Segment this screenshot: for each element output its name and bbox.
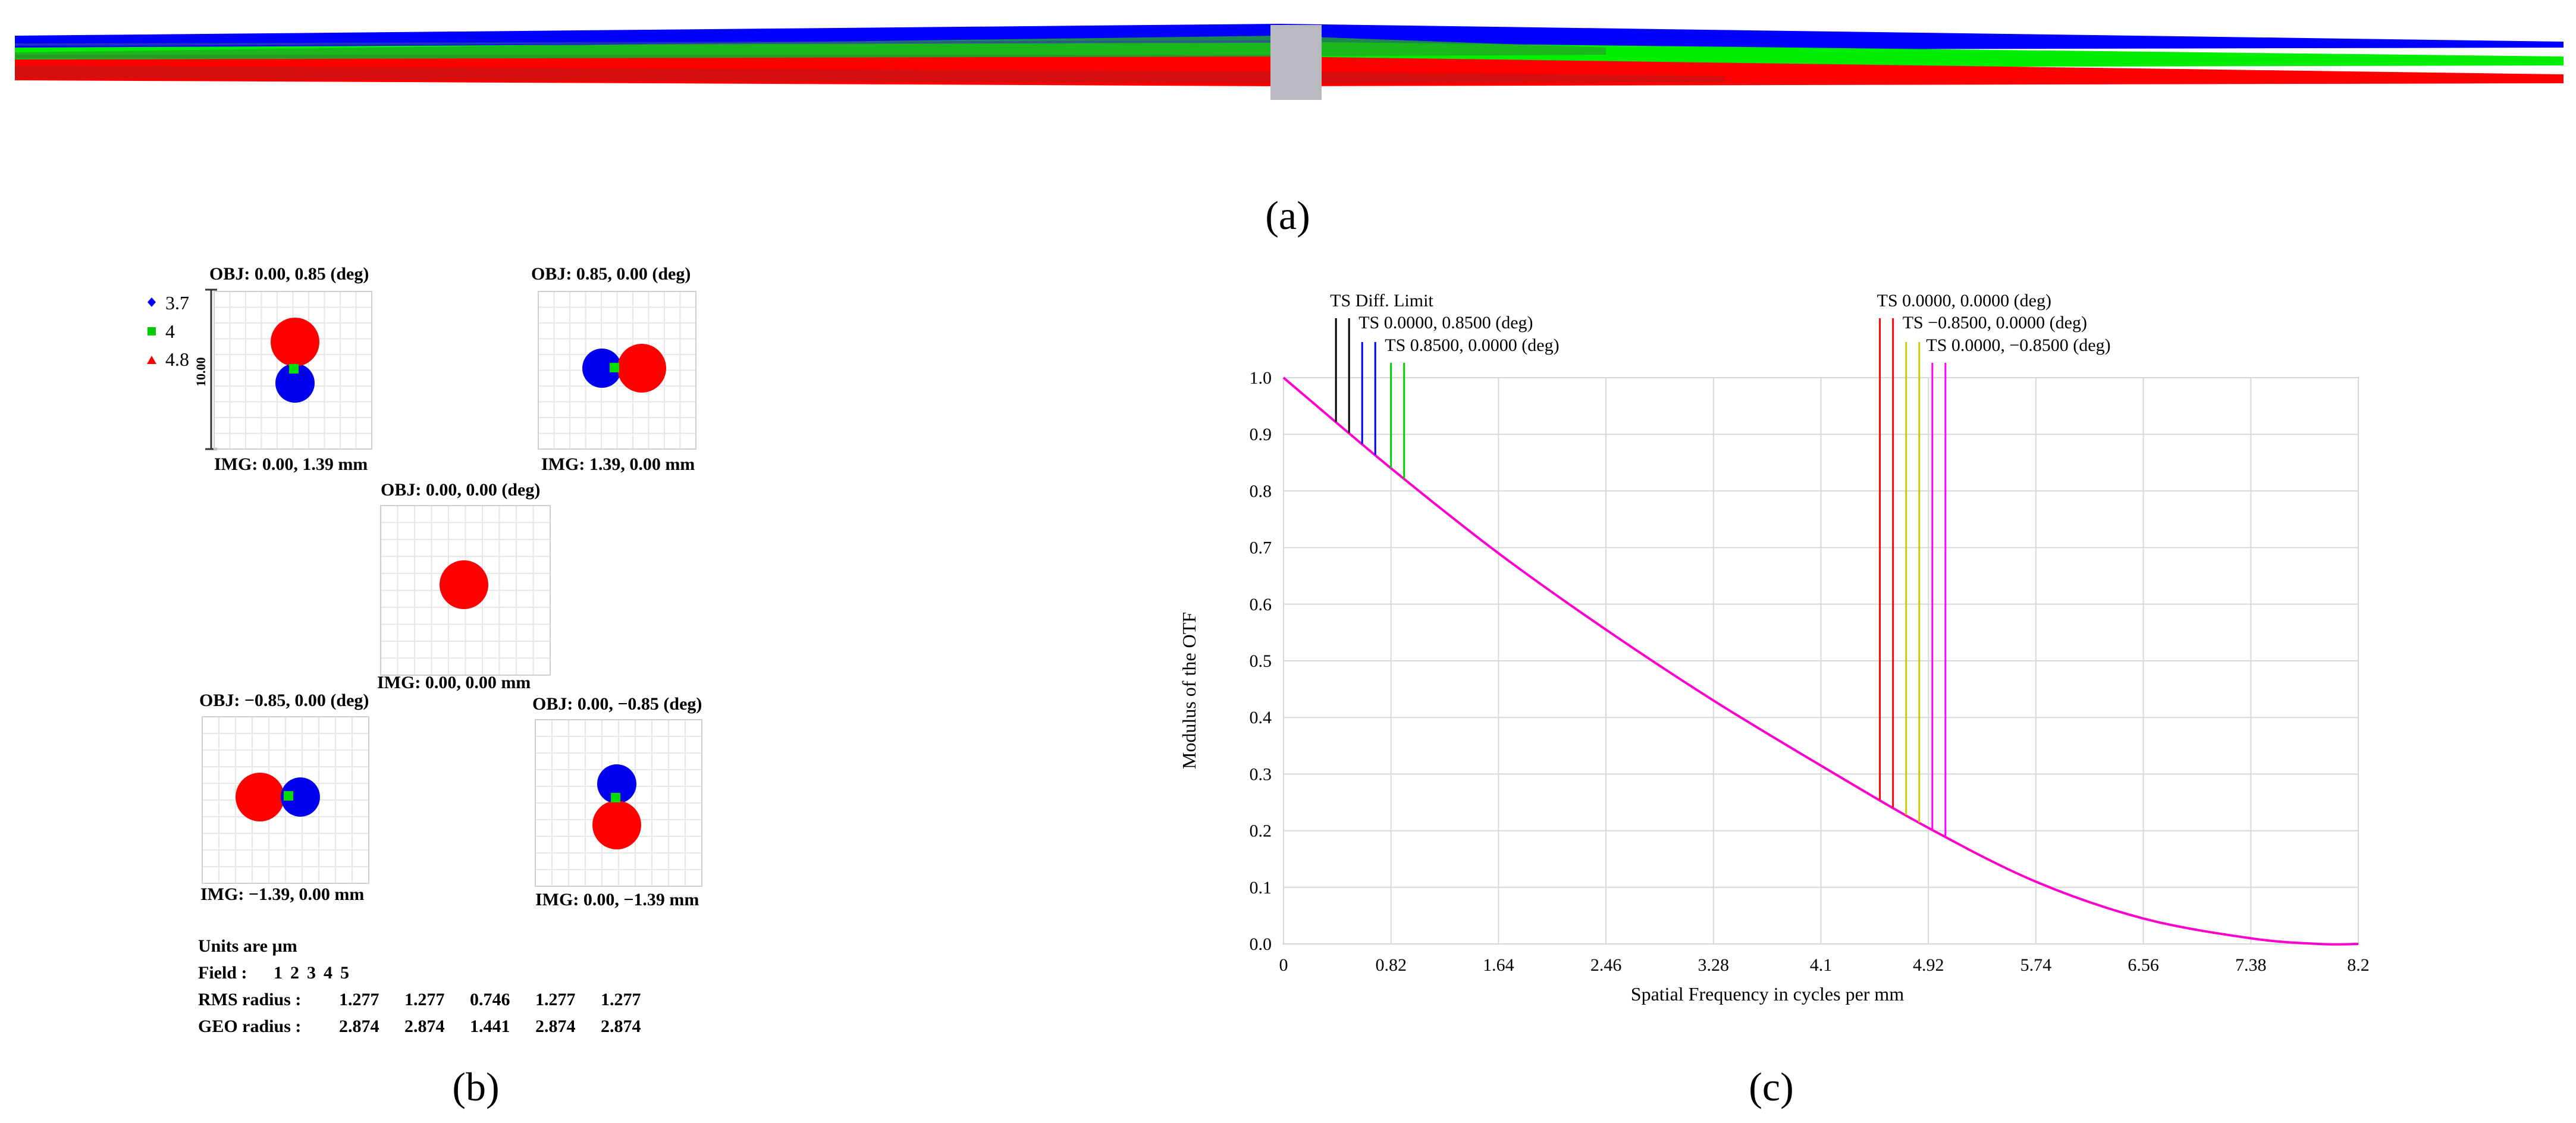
y-tick-label: 0.6 bbox=[1250, 595, 1272, 614]
spot-red bbox=[236, 773, 284, 821]
legend-entry: TS 0.0000, −0.8500 (deg) bbox=[1926, 335, 2110, 355]
geo-value: 2.874 bbox=[339, 1017, 379, 1036]
y-tick-label: 0.5 bbox=[1250, 651, 1272, 671]
spot-field-5: OBJ: 0.00, −0.85 (deg) IMG: 0.00, −1.39 … bbox=[532, 694, 702, 909]
grid-lines bbox=[1283, 377, 2359, 945]
legend-leaders-right bbox=[1879, 318, 1947, 837]
x-tick-label: 4.1 bbox=[1810, 955, 1833, 975]
field-value: 2 bbox=[290, 963, 299, 983]
units-label: Units are µm bbox=[198, 936, 297, 956]
y-tick-label: 0.2 bbox=[1250, 821, 1272, 841]
spot-green bbox=[289, 364, 299, 374]
rms-value: 1.277 bbox=[339, 990, 379, 1009]
field-value: 1 bbox=[274, 963, 283, 983]
spot-blue bbox=[281, 777, 320, 817]
panel-a-ray-diagram: (a) bbox=[14, 24, 2564, 238]
lens-element bbox=[1270, 25, 1322, 100]
field-row-label: Field : bbox=[198, 963, 247, 983]
spot-obj-label: OBJ: 0.00, 0.85 (deg) bbox=[209, 264, 369, 284]
geo-value: 2.874 bbox=[404, 1017, 445, 1036]
spot-green bbox=[610, 363, 619, 372]
legend-label: 4.8 bbox=[165, 349, 189, 370]
rms-value: 1.277 bbox=[601, 990, 641, 1009]
spot-img-label: IMG: 0.00, −1.39 mm bbox=[535, 890, 699, 909]
geo-row-label: GEO radius : bbox=[198, 1017, 301, 1036]
spot-blue bbox=[597, 764, 636, 804]
spot-img-label: IMG: 0.00, 0.00 mm bbox=[377, 673, 531, 692]
field-value: 3 bbox=[307, 963, 316, 983]
spot-statistics: Units are µm Field : 1 2 3 4 5 RMS radiu… bbox=[198, 936, 641, 1036]
y-tick-label: 0.3 bbox=[1250, 764, 1272, 784]
scale-label: 10.00 bbox=[193, 357, 208, 387]
y-tick-label: 0.0 bbox=[1250, 934, 1272, 954]
spot-img-label: IMG: 0.00, 1.39 mm bbox=[214, 454, 368, 474]
y-tick-label: 0.8 bbox=[1250, 481, 1272, 501]
spot-blue bbox=[582, 349, 622, 388]
spot-field-1: OBJ: 0.00, 0.85 (deg) IMG: 0.00, 1.39 mm bbox=[209, 264, 372, 474]
spot-obj-label: OBJ: 0.85, 0.00 (deg) bbox=[531, 264, 691, 284]
y-tick-label: 0.9 bbox=[1250, 425, 1272, 444]
spot-green bbox=[611, 793, 620, 802]
panel-b-caption: (b) bbox=[452, 1064, 499, 1109]
spot-grid bbox=[214, 291, 372, 450]
legend-marker-diamond-icon bbox=[148, 297, 156, 307]
rms-value: 1.277 bbox=[404, 990, 445, 1009]
legend-leaders-left bbox=[1335, 318, 1405, 479]
x-tick-label: 0 bbox=[1279, 955, 1288, 975]
x-tick-label: 1.64 bbox=[1483, 955, 1514, 975]
panel-a-caption: (a) bbox=[1265, 193, 1310, 238]
spot-red bbox=[271, 318, 319, 366]
rms-value: 1.277 bbox=[535, 990, 576, 1009]
legend-marker-triangle-icon bbox=[147, 356, 156, 364]
wavelength-legend: 3.7 4 4.8 bbox=[147, 292, 189, 370]
y-tick-label: 0.7 bbox=[1250, 538, 1272, 558]
x-tick-label: 5.74 bbox=[2020, 955, 2052, 975]
geo-value: 2.874 bbox=[535, 1017, 576, 1036]
y-axis-label: Modulus of the OTF bbox=[1178, 612, 1200, 769]
x-tick-label: 8.2 bbox=[2347, 955, 2370, 975]
geo-value: 2.874 bbox=[601, 1017, 641, 1036]
geo-value: 1.441 bbox=[470, 1017, 510, 1036]
spot-field-4: OBJ: −0.85, 0.00 (deg) IMG: −1.39, 0.00 … bbox=[199, 691, 369, 904]
spot-blue bbox=[275, 363, 315, 403]
y-tick-label: 1.0 bbox=[1250, 368, 1272, 388]
legend-entry: TS −0.8500, 0.0000 (deg) bbox=[1903, 313, 2087, 332]
spot-field-3: OBJ: 0.00, 0.00 (deg) IMG: 0.00, 0.00 mm bbox=[377, 480, 551, 692]
x-tick-label: 2.46 bbox=[1590, 955, 1622, 975]
legend-marker-square-icon bbox=[148, 327, 156, 335]
y-tick-label: 0.4 bbox=[1250, 708, 1272, 727]
spot-img-label: IMG: 1.39, 0.00 mm bbox=[541, 454, 695, 474]
spot-green bbox=[284, 791, 293, 801]
legend-entry: TS Diff. Limit bbox=[1330, 291, 1433, 310]
legend-entry: TS 0.0000, 0.8500 (deg) bbox=[1358, 313, 1533, 332]
mtf-curve bbox=[1282, 377, 2359, 946]
spot-obj-label: OBJ: 0.00, −0.85 (deg) bbox=[532, 694, 702, 714]
x-axis-label: Spatial Frequency in cycles per mm bbox=[1631, 983, 1904, 1005]
x-tick-label: 6.56 bbox=[2128, 955, 2159, 975]
x-tick-label: 0.82 bbox=[1375, 955, 1407, 975]
spot-img-label: IMG: −1.39, 0.00 mm bbox=[200, 884, 364, 904]
x-tick-label: 3.28 bbox=[1698, 955, 1730, 975]
x-tick-label: 7.38 bbox=[2235, 955, 2267, 975]
legend-label: 4 bbox=[165, 321, 175, 342]
panel-c-caption: (c) bbox=[1749, 1064, 1793, 1109]
panel-b-spot-diagram: 3.7 4 4.8 10.00 OBJ: 0.00, 0.85 (deg) IM… bbox=[147, 264, 702, 1109]
spot-field-2: OBJ: 0.85, 0.00 (deg) IMG: 1.39, 0.00 mm bbox=[531, 264, 696, 474]
rms-value: 0.746 bbox=[470, 990, 510, 1009]
spot-obj-label: OBJ: 0.00, 0.00 (deg) bbox=[381, 480, 540, 500]
mtf-chart: 0 0.82 1.64 2.46 3.28 4.1 4.92 5.74 6.56 7.38 8.2 0… bbox=[1178, 291, 2370, 1005]
spot-obj-label: OBJ: −0.85, 0.00 (deg) bbox=[199, 691, 369, 710]
x-tick-label: 4.92 bbox=[1913, 955, 1944, 975]
spot-red bbox=[440, 560, 488, 609]
field-value: 5 bbox=[340, 963, 349, 983]
field-value: 4 bbox=[324, 963, 332, 983]
y-tick-label: 0.1 bbox=[1250, 878, 1272, 898]
legend-label: 3.7 bbox=[165, 292, 189, 313]
legend-entry: TS 0.0000, 0.0000 (deg) bbox=[1877, 291, 2051, 310]
spot-red bbox=[617, 344, 666, 393]
legend-entry: TS 0.8500, 0.0000 (deg) bbox=[1385, 335, 1559, 355]
rms-row-label: RMS radius : bbox=[198, 990, 301, 1009]
spot-red bbox=[592, 801, 641, 849]
